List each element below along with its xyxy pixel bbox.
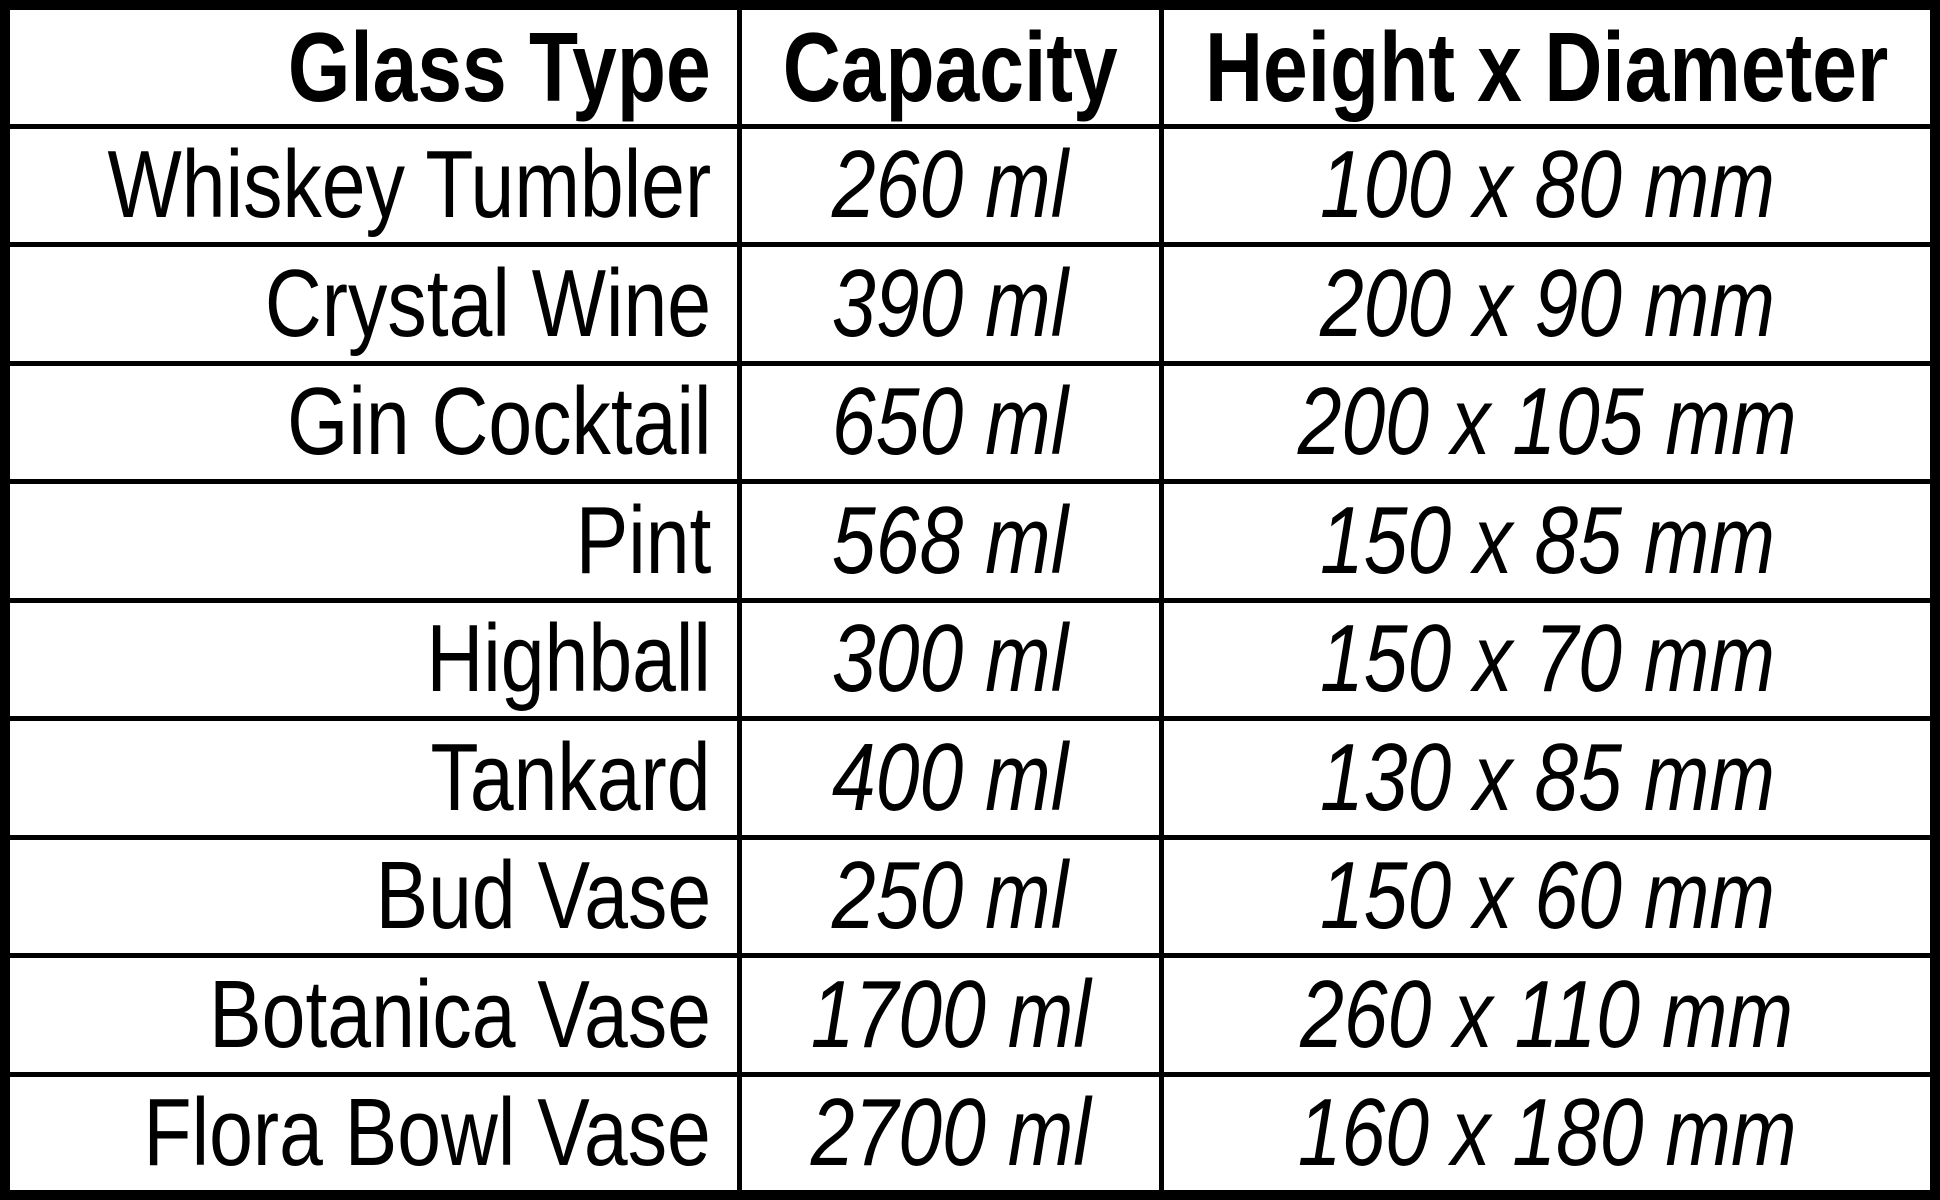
cell-text: 400 ml xyxy=(832,723,1069,831)
table-row: Tankard 400 ml 130 x 85 mm xyxy=(10,721,1930,835)
cell-text: 160 x 180 mm xyxy=(1297,1079,1797,1187)
cell-text: Whiskey Tumbler xyxy=(107,131,711,239)
cell-text: 100 x 80 mm xyxy=(1319,131,1775,239)
cell-dimensions: 160 x 180 mm xyxy=(1164,1076,1930,1190)
cell-text: 1700 ml xyxy=(810,960,1091,1068)
cell-glass-type: Highball xyxy=(10,602,737,716)
cell-text: Botanica Vase xyxy=(209,960,711,1068)
cell-dimensions: 130 x 85 mm xyxy=(1164,721,1930,835)
cell-text: 300 ml xyxy=(832,605,1069,713)
cell-text: Crystal Wine xyxy=(264,249,711,357)
cell-text: 150 x 70 mm xyxy=(1319,605,1775,713)
cell-capacity: 390 ml xyxy=(742,247,1159,361)
cell-capacity: 568 ml xyxy=(742,484,1159,598)
cell-capacity: 300 ml xyxy=(742,602,1159,716)
cell-capacity: 250 ml xyxy=(742,839,1159,953)
cell-text: 260 ml xyxy=(832,131,1069,239)
cell-glass-type: Flora Bowl Vase xyxy=(10,1076,737,1190)
cell-glass-type: Botanica Vase xyxy=(10,958,737,1072)
cell-text: Flora Bowl Vase xyxy=(143,1079,711,1187)
cell-text: 150 x 60 mm xyxy=(1319,842,1775,950)
cell-text: 130 x 85 mm xyxy=(1319,723,1775,831)
cell-text: Bud Vase xyxy=(375,842,711,950)
table-row: Flora Bowl Vase 2700 ml 160 x 180 mm xyxy=(10,1076,1930,1190)
cell-text: Pint xyxy=(575,486,711,594)
cell-dimensions: 100 x 80 mm xyxy=(1164,128,1930,242)
cell-capacity: 400 ml xyxy=(742,721,1159,835)
cell-glass-type: Pint xyxy=(10,484,737,598)
cell-text: Highball xyxy=(426,605,711,713)
column-header-label: Height x Diameter xyxy=(1205,11,1889,122)
cell-capacity: 1700 ml xyxy=(742,958,1159,1072)
table-row: Pint 568 ml 150 x 85 mm xyxy=(10,484,1930,598)
cell-text: 2700 ml xyxy=(810,1079,1091,1187)
cell-capacity: 260 ml xyxy=(742,128,1159,242)
cell-text: Gin Cocktail xyxy=(286,368,711,476)
cell-dimensions: 260 x 110 mm xyxy=(1164,958,1930,1072)
column-header-label: Glass Type xyxy=(288,11,711,122)
cell-capacity: 650 ml xyxy=(742,365,1159,479)
cell-dimensions: 150 x 85 mm xyxy=(1164,484,1930,598)
cell-glass-type: Tankard xyxy=(10,721,737,835)
table-header-row: Glass Type Capacity Height x Diameter xyxy=(10,10,1930,124)
cell-capacity: 2700 ml xyxy=(742,1076,1159,1190)
cell-text: 390 ml xyxy=(832,249,1069,357)
table-row: Botanica Vase 1700 ml 260 x 110 mm xyxy=(10,958,1930,1072)
cell-glass-type: Bud Vase xyxy=(10,839,737,953)
cell-glass-type: Crystal Wine xyxy=(10,247,737,361)
cell-dimensions: 200 x 105 mm xyxy=(1164,365,1930,479)
table-row: Bud Vase 250 ml 150 x 60 mm xyxy=(10,839,1930,953)
table-row: Crystal Wine 390 ml 200 x 90 mm xyxy=(10,247,1930,361)
cell-text: 568 ml xyxy=(832,486,1069,594)
cell-dimensions: 150 x 70 mm xyxy=(1164,602,1930,716)
table-row: Highball 300 ml 150 x 70 mm xyxy=(10,602,1930,716)
cell-text: 650 ml xyxy=(832,368,1069,476)
cell-text: 200 x 105 mm xyxy=(1297,368,1797,476)
column-header-capacity: Capacity xyxy=(742,10,1159,124)
table-row: Whiskey Tumbler 260 ml 100 x 80 mm xyxy=(10,128,1930,242)
cell-text: 250 ml xyxy=(832,842,1069,950)
cell-text: 150 x 85 mm xyxy=(1319,486,1775,594)
cell-glass-type: Whiskey Tumbler xyxy=(10,128,737,242)
cell-glass-type: Gin Cocktail xyxy=(10,365,737,479)
cell-dimensions: 200 x 90 mm xyxy=(1164,247,1930,361)
cell-dimensions: 150 x 60 mm xyxy=(1164,839,1930,953)
column-header-label: Capacity xyxy=(783,11,1118,122)
cell-text: Tankard xyxy=(430,723,711,831)
column-header-glass-type: Glass Type xyxy=(10,10,737,124)
cell-text: 200 x 90 mm xyxy=(1319,249,1775,357)
column-header-height-diameter: Height x Diameter xyxy=(1164,10,1930,124)
table-row: Gin Cocktail 650 ml 200 x 105 mm xyxy=(10,365,1930,479)
cell-text: 260 x 110 mm xyxy=(1300,960,1794,1068)
